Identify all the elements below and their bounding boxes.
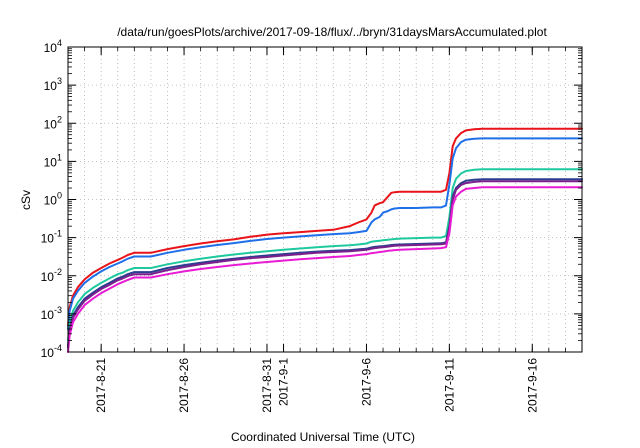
y-tick-base: 10 [41, 270, 55, 284]
x-tick-label: 2017-9-6 [359, 358, 373, 406]
y-tick-label: 103 [44, 76, 62, 93]
y-tick-label: 10-3 [41, 305, 62, 322]
x-tick-label: 2017-8-26 [177, 358, 191, 413]
y-tick-base: 10 [44, 117, 58, 131]
x-tick-labels: 2017-8-21 2017-8-26 2017-8-31 2017-9-1 2017-… [94, 358, 539, 413]
y-tick-base: 10 [41, 232, 55, 246]
series-line-4 [67, 178, 583, 347]
y-tick-label: 102 [44, 114, 62, 131]
y-tick-exponent: 3 [57, 76, 62, 86]
y-tick-exponent: -2 [54, 267, 62, 277]
y-tick-label: 10-1 [41, 229, 62, 246]
y-tick-exponent: -4 [54, 343, 62, 353]
y-tick-label: 10-4 [41, 343, 62, 360]
y-axis-label: cSv [19, 190, 33, 210]
x-tick-label: 2017-9-1 [277, 358, 291, 406]
series-lines [67, 127, 583, 353]
y-tick-base: 10 [41, 346, 55, 360]
x-tick-label: 2017-9-11 [442, 358, 456, 412]
y-tick-base: 10 [44, 79, 58, 93]
series-line-5 [67, 180, 583, 349]
y-tick-base: 10 [44, 155, 58, 169]
series-line-6 [67, 186, 583, 353]
y-tick-label: 101 [44, 152, 62, 169]
grid [68, 47, 582, 352]
x-tick-label: 2017-8-21 [94, 358, 108, 413]
x-axis-label: Coordinated Universal Time (UTC) [231, 430, 415, 444]
y-tick-exponent: 1 [57, 152, 62, 162]
series-line-3 [67, 168, 583, 342]
chart-title: /data/run/goesPlots/archive/2017-09-18/f… [117, 25, 547, 39]
y-tick-exponent: 4 [57, 38, 62, 48]
y-tick-label: 10-2 [41, 267, 62, 284]
y-tick-base: 10 [44, 41, 58, 55]
y-tick-label: 100 [44, 191, 62, 208]
x-tick-label: 2017-9-16 [525, 358, 539, 413]
x-tick-label: 2017-8-31 [260, 358, 274, 413]
y-tick-base: 10 [41, 308, 55, 322]
y-tick-base: 10 [44, 194, 58, 208]
y-tick-exponent: -3 [54, 305, 62, 315]
tick-marks [67, 46, 583, 353]
series-line-1 [67, 127, 583, 327]
y-tick-exponent: 2 [57, 114, 62, 124]
y-tick-label: 104 [44, 38, 62, 55]
series-line-2 [67, 137, 583, 330]
y-tick-exponent: 0 [57, 191, 62, 201]
y-tick-exponent: -1 [54, 229, 62, 239]
